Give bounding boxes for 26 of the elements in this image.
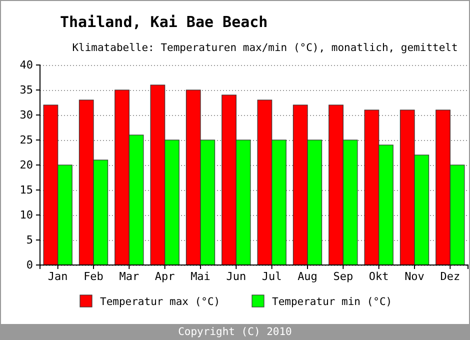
x-tick-label: Dez [440, 270, 460, 283]
x-tick-label: Jan [48, 270, 68, 283]
x-tick-label: Aug [298, 270, 318, 283]
x-tick-label: Jul [262, 270, 282, 283]
y-tick-label: 25 [20, 134, 33, 147]
x-tick-label: Feb [84, 270, 104, 283]
y-tick-label: 5 [26, 234, 33, 247]
chart-title: Thailand, Kai Bae Beach [60, 13, 268, 31]
y-tick-label: 0 [26, 258, 33, 272]
text: Copyright (C) 2010 [178, 326, 292, 338]
x-tick-label: Apr [154, 270, 176, 283]
y-tick-label: 10 [20, 208, 33, 222]
x-tick-label: Nov [404, 270, 425, 283]
x-tick-label: Jun [226, 270, 246, 283]
legend-label: Temperatur max (°C) [100, 296, 220, 308]
x-tick-label: Okt [368, 270, 389, 283]
legend-label: Temperatur min (°C) [272, 296, 392, 308]
y-tick-label: 35 [20, 84, 33, 97]
x-tick-label: Mai [190, 270, 210, 283]
x-tick-label: Sep [333, 270, 354, 283]
x-tick-label: Mar [119, 270, 140, 283]
y-tick-label: 30 [20, 108, 33, 122]
y-tick-label: 40 [20, 58, 33, 72]
y-tick-label: 20 [20, 158, 33, 172]
chart-subtitle: Klimatabelle: Temperaturen max/min (°C), monatlich, gemittelt [72, 42, 458, 54]
y-tick-label: 15 [20, 184, 33, 197]
